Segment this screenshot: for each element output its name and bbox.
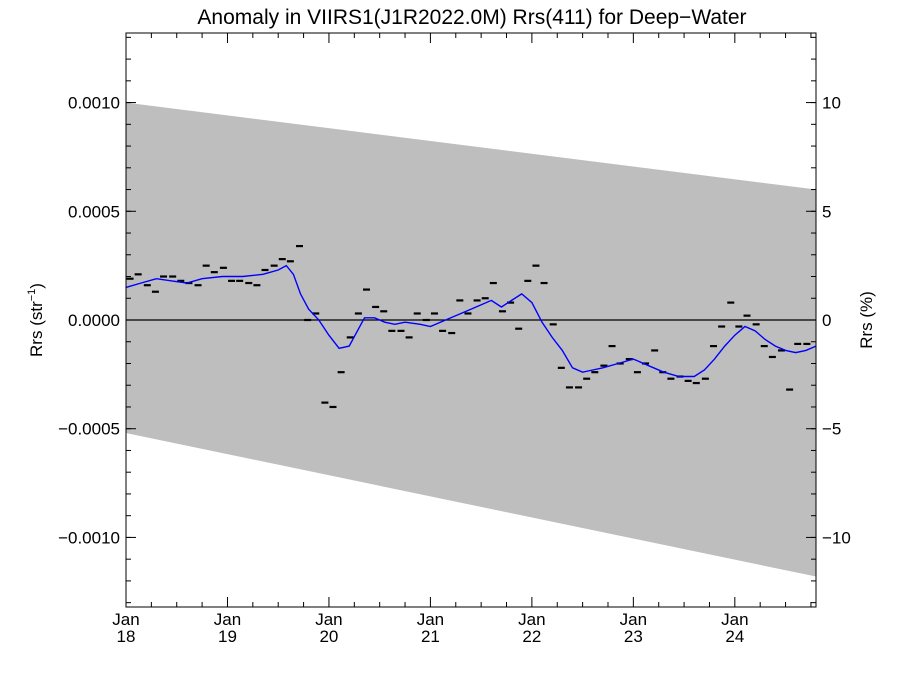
y-axis-title-superscript: −1 — [26, 289, 38, 302]
y-tick-label: 0.0000 — [68, 311, 120, 330]
y-axis-title: Rrs (str−1) — [26, 283, 46, 357]
x-tick-year: 18 — [117, 627, 136, 646]
x-tick-month: Jan — [721, 610, 748, 629]
x-tick-month: Jan — [214, 610, 241, 629]
y2-axis-title: Rrs (%) — [857, 291, 876, 349]
y-tick-label: 0.0005 — [68, 202, 120, 221]
x-tick-month: Jan — [518, 610, 545, 629]
y2-tick-label: 10 — [822, 94, 841, 113]
chart-title: Anomaly in VIIRS1(J1R2022.0M) Rrs(411) f… — [197, 6, 746, 29]
x-tick-year: 23 — [624, 627, 643, 646]
x-tick-year: 22 — [522, 627, 541, 646]
smoothed-series-line — [125, 264, 817, 378]
y-tick-label: 0.0010 — [68, 94, 120, 113]
y2-tick-label: 0 — [822, 311, 831, 330]
y-axis-title-close: ) — [27, 283, 46, 289]
y2-tick-label: −5 — [822, 420, 841, 439]
x-tick-year: 20 — [319, 627, 338, 646]
x-tick-month: Jan — [315, 610, 342, 629]
x-tick-year: 19 — [218, 627, 237, 646]
x-tick-year: 21 — [421, 627, 440, 646]
x-tick-month: Jan — [112, 610, 139, 629]
y2-tick-label: −10 — [822, 528, 851, 547]
y-axis-title-main: Rrs (str — [27, 301, 46, 357]
plot-area — [125, 102, 817, 577]
x-tick-month: Jan — [417, 610, 444, 629]
axes: 0.0010 0.0005 0.0000 −0.0005 −0.0010 10 5 0 −5 −1… — [58, 33, 851, 646]
y2-tick-label: 5 — [822, 202, 831, 221]
x-tick-month: Jan — [620, 610, 647, 629]
y-tick-label: −0.0005 — [58, 420, 120, 439]
uncertainty-band — [126, 102, 816, 577]
y-tick-label: −0.0010 — [58, 528, 120, 547]
x-tick-year: 24 — [725, 627, 744, 646]
